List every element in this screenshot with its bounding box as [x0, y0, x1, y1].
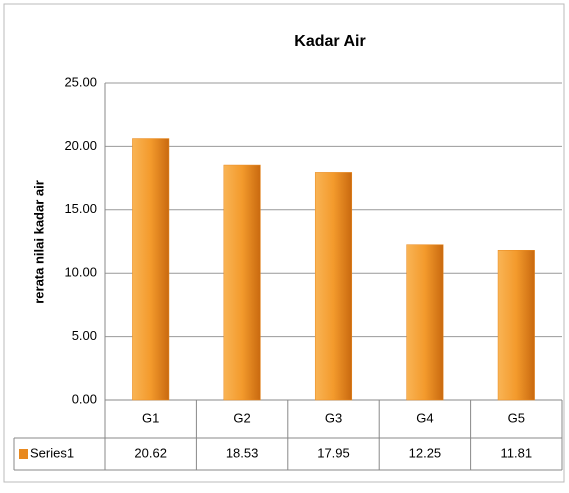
y-tick-label: 5.00 [72, 328, 97, 343]
table-value: 17.95 [317, 445, 350, 460]
x-tick-label: G1 [142, 410, 159, 425]
legend-label: Series1 [30, 445, 74, 460]
x-tick-label: G2 [233, 410, 250, 425]
y-tick-label: 10.00 [64, 265, 97, 280]
x-tick-label: G4 [416, 410, 433, 425]
table-value: 11.81 [501, 445, 533, 460]
bar [223, 164, 261, 401]
table-value: 20.62 [134, 445, 167, 460]
table-value: 18.53 [226, 445, 259, 460]
bar [132, 138, 170, 401]
y-tick-label: 15.00 [64, 201, 97, 216]
table-value: 12.25 [409, 445, 442, 460]
x-tick-label: G5 [508, 410, 525, 425]
bar [406, 244, 444, 401]
bar [314, 172, 353, 401]
legend-key [19, 449, 28, 459]
y-tick-label: 20.00 [64, 138, 97, 153]
bar [497, 249, 535, 401]
x-tick-label: G3 [325, 410, 342, 425]
y-tick-label: 25.00 [64, 74, 97, 89]
chart-title: Kadar Air [294, 33, 365, 50]
y-tick-label: 0.00 [72, 391, 97, 406]
y-axis-label: rerata nilai kadar air [31, 180, 46, 304]
